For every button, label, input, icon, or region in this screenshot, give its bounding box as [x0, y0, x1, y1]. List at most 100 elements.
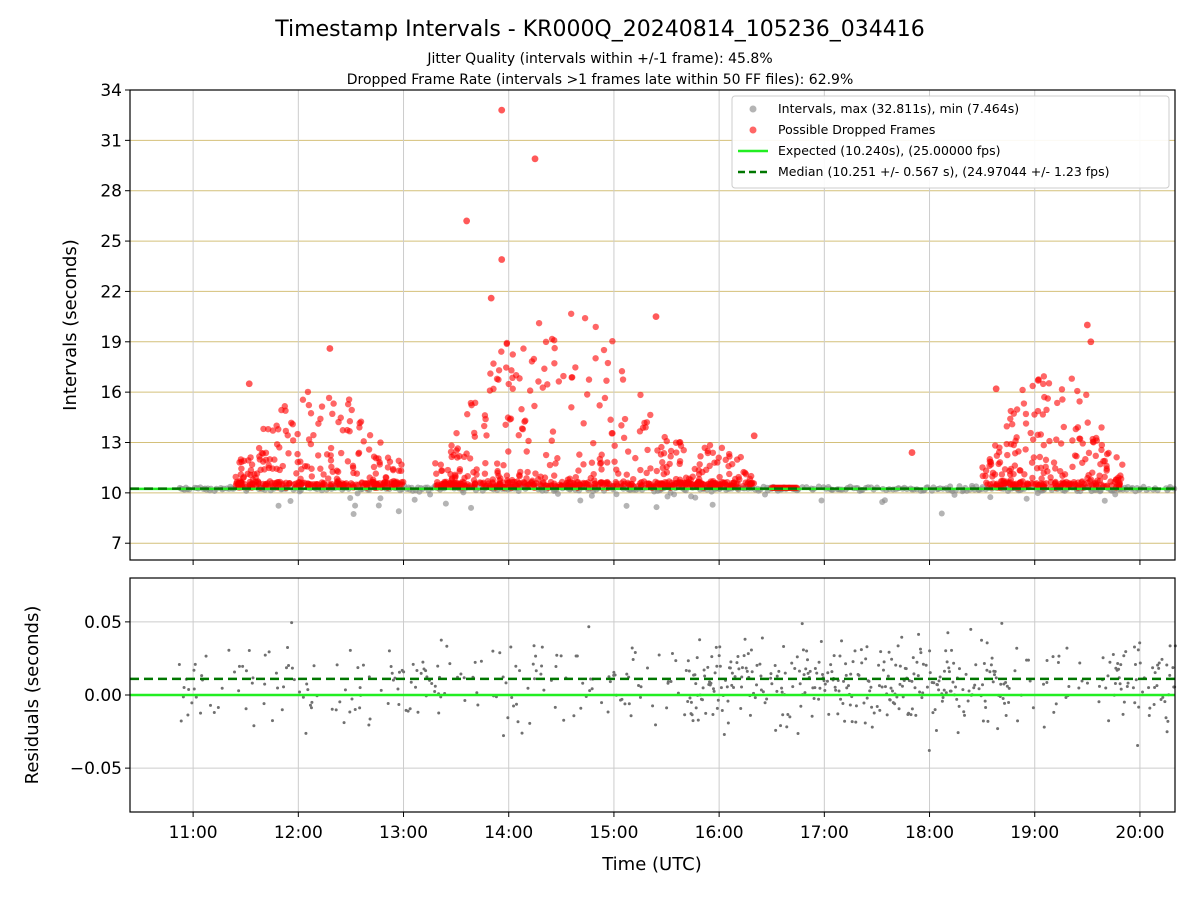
dropped-frame-point: [314, 452, 322, 459]
residual-point: [406, 709, 410, 713]
residual-point: [391, 678, 395, 682]
residual-point: [700, 698, 704, 702]
top-ytick-label: 28: [100, 182, 122, 202]
residual-point: [1097, 684, 1101, 688]
dropped-frame-point: [1074, 424, 1082, 431]
dropped-frame-point: [596, 402, 603, 409]
residual-point: [540, 664, 544, 668]
residual-point: [1003, 701, 1007, 705]
residual-point: [894, 663, 898, 667]
residual-point: [800, 622, 804, 626]
residual-point: [840, 639, 844, 643]
dropped-frame-point: [317, 465, 324, 472]
dropped-frame-point: [609, 430, 616, 437]
residual-point: [393, 676, 397, 680]
residual-point: [714, 645, 718, 649]
dropped-frame-point: [483, 432, 490, 439]
residual-point: [1000, 621, 1004, 625]
dropped-frame-point: [746, 481, 753, 489]
residual-point: [421, 660, 425, 664]
dropped-frame-point: [1044, 395, 1051, 402]
residual-point: [263, 682, 267, 686]
dropped-frame-point: [623, 471, 630, 478]
dropped-frame-point: [329, 410, 336, 418]
dropped-frame-point: [257, 466, 264, 474]
dropped-frame-point: [481, 422, 488, 430]
residual-point: [1136, 648, 1140, 652]
dropped-frame-point: [601, 394, 609, 402]
residual-point: [718, 645, 722, 649]
residual-point: [613, 673, 617, 677]
residual-point: [883, 685, 887, 689]
dropped-frame-point: [470, 469, 477, 476]
residual-point: [890, 657, 894, 661]
dropped-frame-point: [466, 455, 474, 462]
dropped-frame-point: [503, 364, 510, 371]
dropped-frame-point: [986, 458, 994, 465]
top-axes: 7 10 13 16 19 22 25 28 31 34: [100, 81, 1176, 565]
dropped-frame-point: [526, 387, 534, 394]
dropped-frame-point: [305, 401, 313, 409]
residual-point: [819, 640, 823, 644]
residual-point: [534, 669, 538, 673]
residual-point: [654, 723, 658, 727]
dropped-frame-point: [289, 437, 297, 444]
dropped-frame-point: [1036, 453, 1044, 461]
residual-point: [1078, 661, 1082, 665]
residual-point: [1161, 695, 1165, 699]
interval-point: [411, 496, 418, 503]
residual-point: [983, 699, 987, 703]
residual-point: [864, 657, 868, 661]
dropped-frame-point: [346, 418, 354, 425]
dropped-frame-point: [682, 479, 689, 487]
dropped-frame-point: [1003, 423, 1010, 430]
residual-point: [1118, 682, 1122, 686]
residual-point: [956, 731, 960, 735]
dropped-frame-point: [293, 470, 300, 477]
residual-point: [237, 689, 241, 693]
dropped-frame-point: [722, 456, 729, 464]
residual-point: [306, 688, 310, 692]
residual-point: [698, 638, 702, 642]
top-ytick-label: 22: [100, 282, 122, 302]
residual-point: [914, 713, 918, 717]
dropped-frame-point: [673, 449, 680, 456]
residual-point: [350, 697, 354, 701]
residual-point: [954, 685, 958, 689]
residual-point: [689, 700, 693, 704]
top-ytick-label: 16: [100, 383, 122, 403]
residual-point: [947, 666, 951, 670]
residual-point: [992, 673, 996, 677]
dropped-frame-point: [551, 344, 558, 352]
residual-point: [411, 662, 415, 666]
residual-point: [379, 688, 383, 692]
residual-point: [716, 698, 720, 702]
dropped-frame-point: [1096, 477, 1104, 484]
legend: Intervals, max (32.811s), min (7.464s) Po…: [731, 95, 1170, 189]
dropped-frame-point: [327, 452, 334, 459]
top-ytick-label: 13: [100, 434, 122, 454]
dropped-frame-point: [294, 430, 301, 438]
residual-point: [854, 720, 858, 724]
residual-point: [704, 711, 708, 715]
residual-point: [834, 688, 838, 692]
residual-point: [1133, 662, 1137, 666]
residual-point: [1042, 725, 1046, 729]
residual-point: [356, 666, 360, 670]
dropped-frame-point: [505, 380, 512, 388]
dropped-frame-point: [1047, 474, 1054, 481]
residual-point: [797, 669, 801, 673]
residual-point: [720, 708, 724, 712]
interval-point: [881, 497, 888, 504]
dropped-frame-point: [741, 469, 749, 477]
dropped-frame-point: [1089, 469, 1096, 476]
residual-point: [247, 648, 251, 652]
residual-point: [1156, 663, 1160, 667]
dropped-frame-point: [611, 442, 618, 449]
residual-point: [686, 700, 690, 704]
residual-point: [1007, 700, 1011, 704]
residual-point: [1013, 669, 1017, 673]
dropped-frame-point: [554, 455, 561, 462]
residual-point: [744, 666, 748, 670]
dropped-frame-point: [238, 479, 245, 486]
